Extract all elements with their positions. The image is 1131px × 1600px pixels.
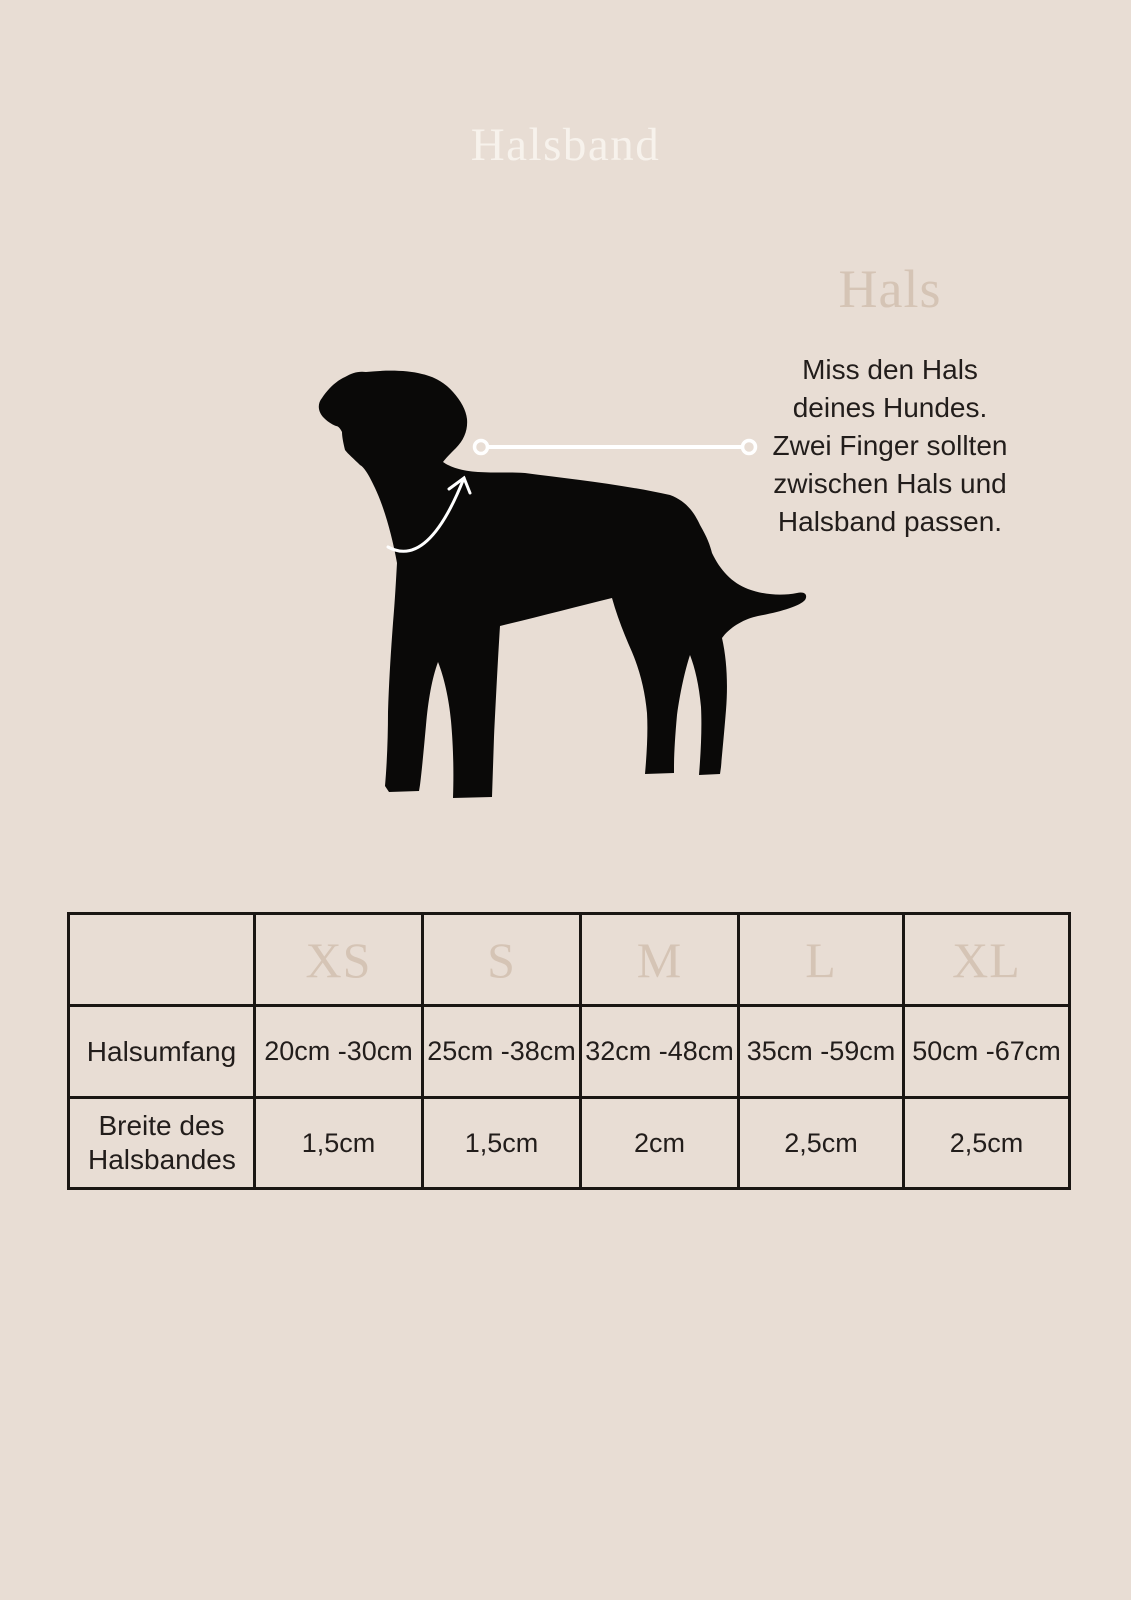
size-table-container: XS S M L XL Halsumfang 20cm -30cm 25cm -… (67, 912, 1071, 1190)
row-label-breite: Breite des Halsbandes (67, 1096, 256, 1190)
table-cell: 32cm -48cm (579, 1004, 740, 1099)
table-cell: 2,5cm (737, 1096, 905, 1190)
note-line: deines Hundes. (792, 392, 988, 423)
dog-silhouette (318, 370, 807, 798)
measure-area-heading: Hals (838, 259, 942, 319)
table-cell: 35cm -59cm (737, 1004, 905, 1099)
measure-line-left-endpoint (472, 438, 490, 456)
table-cell: 25cm -38cm (421, 1004, 582, 1099)
table-cell: 2cm (579, 1096, 740, 1190)
size-table: XS S M L XL Halsumfang 20cm -30cm 25cm -… (67, 912, 1071, 1190)
row-label-halsumfang: Halsumfang (67, 1004, 256, 1099)
measure-note-text: Miss den Hals deines Hundes. Zwei Finger… (724, 351, 1056, 541)
size-header-m: M (579, 912, 740, 1007)
table-cell: 50cm -67cm (902, 1004, 1071, 1099)
size-header-s: S (421, 912, 582, 1007)
table-corner-cell (67, 912, 256, 1007)
dog-measurement-diagram (300, 355, 815, 800)
measure-line (472, 438, 758, 456)
table-cell: 20cm -30cm (253, 1004, 424, 1099)
note-line: Zwei Finger sollten (772, 430, 1008, 461)
size-header-l: L (737, 912, 905, 1007)
table-cell: 2,5cm (902, 1096, 1071, 1190)
note-line: Halsband passen. (777, 506, 1003, 537)
size-header-xl: XL (902, 912, 1071, 1007)
page-title: Halsband (470, 119, 661, 171)
size-header-xs: XS (253, 912, 424, 1007)
table-cell: 1,5cm (253, 1096, 424, 1190)
note-line: Miss den Hals (802, 354, 978, 385)
neck-measure-arrow-icon (386, 475, 472, 553)
table-cell: 1,5cm (421, 1096, 582, 1190)
measure-line-right-endpoint (740, 438, 758, 456)
note-line: zwischen Hals und (773, 468, 1007, 499)
